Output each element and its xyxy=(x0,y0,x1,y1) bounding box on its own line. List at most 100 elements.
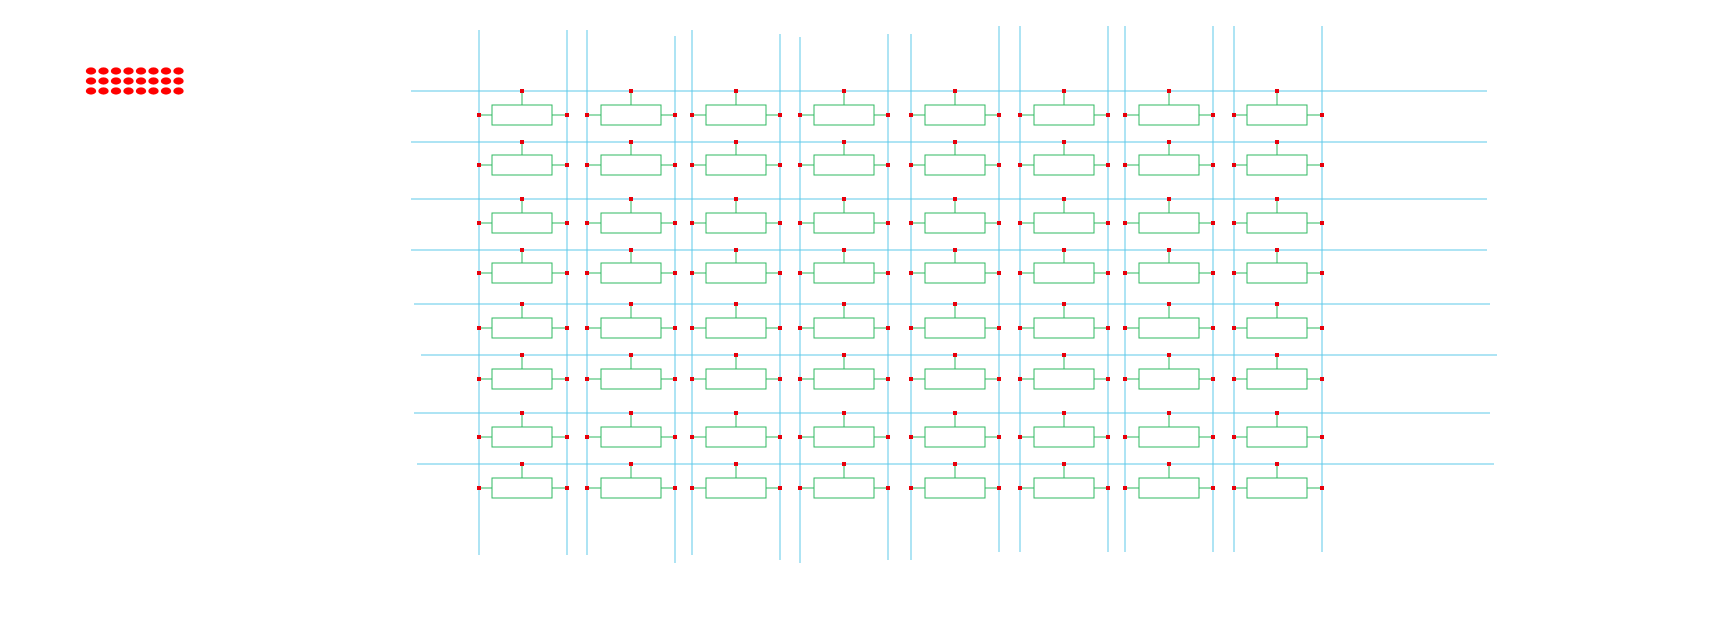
right-pin xyxy=(778,486,782,490)
resistor-body xyxy=(924,477,986,499)
resistor-cell xyxy=(1123,302,1215,339)
right-pin xyxy=(565,221,569,225)
resistor-body xyxy=(705,262,767,284)
resistor-cell xyxy=(1018,248,1110,284)
resistor-body xyxy=(705,426,767,448)
resistor-body xyxy=(1138,104,1200,126)
right-pin xyxy=(778,435,782,439)
resistor-cell xyxy=(1018,140,1110,176)
resistor-cell xyxy=(1018,89,1110,126)
right-pin xyxy=(1211,435,1215,439)
resistor-body xyxy=(924,154,986,176)
right-pin xyxy=(1106,377,1110,381)
right-pin xyxy=(565,163,569,167)
resistor-body xyxy=(600,212,662,234)
top-pin xyxy=(734,411,738,415)
top-pin xyxy=(1275,411,1279,415)
resistor-body xyxy=(600,477,662,499)
left-pin xyxy=(690,435,694,439)
left-pin xyxy=(1232,113,1236,117)
legend-dot xyxy=(123,67,134,75)
resistor-body xyxy=(600,154,662,176)
top-pin xyxy=(520,248,524,252)
right-pin xyxy=(886,163,890,167)
resistor-cell xyxy=(909,197,1001,234)
right-pin xyxy=(1106,163,1110,167)
resistor-body xyxy=(705,477,767,499)
left-pin xyxy=(690,113,694,117)
right-pin xyxy=(673,163,677,167)
resistor-cell xyxy=(1123,89,1215,126)
left-pin xyxy=(1018,271,1022,275)
left-pin xyxy=(1018,486,1022,490)
right-pin xyxy=(1320,435,1324,439)
top-pin xyxy=(842,248,846,252)
left-pin xyxy=(477,435,481,439)
resistor-cell xyxy=(585,353,677,390)
resistor-cell xyxy=(1018,462,1110,499)
top-pin xyxy=(520,197,524,201)
top-pin xyxy=(1167,248,1171,252)
right-pin xyxy=(778,271,782,275)
top-pin xyxy=(1167,140,1171,144)
resistor-cell xyxy=(690,248,782,284)
resistor-cell xyxy=(477,140,569,176)
right-pin xyxy=(565,435,569,439)
resistor-cell xyxy=(477,197,569,234)
right-pin xyxy=(1211,163,1215,167)
right-pin xyxy=(997,221,1001,225)
resistor-body xyxy=(1033,317,1095,339)
resistor-body xyxy=(600,426,662,448)
left-pin xyxy=(1123,221,1127,225)
resistor-body xyxy=(924,212,986,234)
top-pin xyxy=(1275,462,1279,466)
resistor-cell xyxy=(798,302,890,339)
right-pin xyxy=(1106,435,1110,439)
top-pin xyxy=(1167,462,1171,466)
top-pin xyxy=(629,140,633,144)
top-pin xyxy=(629,302,633,306)
left-pin xyxy=(585,113,589,117)
right-pin xyxy=(886,221,890,225)
resistor-cell xyxy=(690,140,782,176)
left-pin xyxy=(477,163,481,167)
right-pin xyxy=(565,486,569,490)
left-pin xyxy=(477,486,481,490)
resistor-body xyxy=(1138,154,1200,176)
resistor-body xyxy=(1138,212,1200,234)
right-pin xyxy=(565,113,569,117)
resistor-cell xyxy=(1232,462,1324,499)
column-wires xyxy=(478,26,1323,563)
resistor-cell xyxy=(909,462,1001,499)
top-pin xyxy=(953,89,957,93)
resistor-body xyxy=(813,104,875,126)
top-pin xyxy=(734,89,738,93)
resistor-cell xyxy=(1018,197,1110,234)
left-pin xyxy=(585,271,589,275)
top-pin xyxy=(734,462,738,466)
left-pin xyxy=(1018,435,1022,439)
right-pin xyxy=(997,113,1001,117)
left-pin xyxy=(909,326,913,330)
resistor-cell xyxy=(798,411,890,448)
left-pin xyxy=(1018,113,1022,117)
top-pin xyxy=(734,302,738,306)
top-pin xyxy=(842,140,846,144)
resistor-body xyxy=(1246,212,1308,234)
resistor-body xyxy=(924,104,986,126)
resistor-cell xyxy=(690,462,782,499)
left-pin xyxy=(1123,163,1127,167)
legend-dot xyxy=(110,67,122,75)
right-pin xyxy=(778,377,782,381)
right-pin xyxy=(1211,326,1215,330)
resistor-cell xyxy=(1123,197,1215,234)
top-pin xyxy=(1062,197,1066,201)
resistor-body xyxy=(1033,104,1095,126)
left-pin xyxy=(798,486,802,490)
resistor-cell xyxy=(585,462,677,499)
resistor-cell xyxy=(690,411,782,448)
left-pin xyxy=(1232,326,1236,330)
resistor-cell xyxy=(909,353,1001,390)
top-pin xyxy=(1167,302,1171,306)
top-pin xyxy=(1062,302,1066,306)
